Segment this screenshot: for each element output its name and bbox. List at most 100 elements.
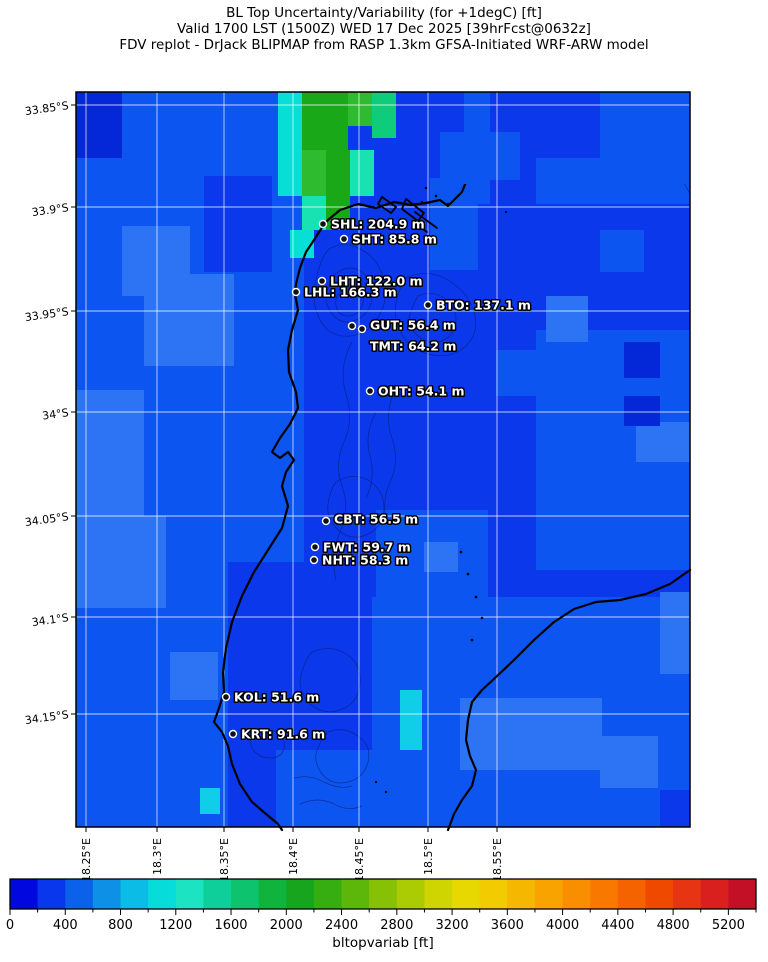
station-fwt: FWT: 59.7 m bbox=[310, 538, 412, 556]
field-cell bbox=[276, 750, 398, 827]
map-frame bbox=[75, 91, 691, 828]
station-dot bbox=[221, 692, 231, 702]
field-cell bbox=[278, 150, 302, 196]
station-lht: LHT: 122.0 m bbox=[317, 272, 424, 290]
station-sht: SHT: 85.8 m bbox=[339, 230, 438, 248]
field-cell bbox=[76, 92, 122, 158]
colorbar-segment bbox=[258, 879, 287, 909]
lat-lon-graticule bbox=[76, 92, 690, 827]
colorbar-segment bbox=[37, 879, 66, 909]
colorbar-segment bbox=[369, 879, 398, 909]
station-label: LHT: 122.0 m bbox=[330, 274, 423, 289]
station-shl: SHL: 204.9 m bbox=[318, 215, 426, 233]
field-cell bbox=[302, 92, 348, 150]
colorbar: 0 400 800 1200 1600 2000 2400 2800 3200 3600 4000 4… bbox=[6, 878, 757, 933]
x-tick-label: 18.25°E bbox=[80, 838, 93, 882]
x-tick-label: 18.35°E bbox=[218, 838, 231, 882]
field-cell bbox=[200, 788, 220, 814]
y-tick-label: 34°S bbox=[41, 406, 69, 423]
colorbar-segment bbox=[479, 879, 508, 909]
field-cell bbox=[350, 150, 374, 196]
field-cell bbox=[76, 516, 166, 608]
field-cell bbox=[302, 150, 326, 196]
station-oht: OHT: 54.1 m bbox=[365, 382, 466, 400]
y-tick-label: 33.95°S bbox=[24, 305, 69, 324]
field-cell bbox=[624, 396, 660, 426]
station-dot bbox=[309, 555, 319, 565]
station-label: TMT: 64.2 m bbox=[370, 339, 456, 354]
station-label: NHT: 58.3 m bbox=[322, 553, 408, 568]
colorbar-segment bbox=[507, 879, 536, 909]
y-tick-label: 34.15°S bbox=[24, 708, 69, 727]
field-cell bbox=[400, 690, 422, 750]
station-dot bbox=[347, 321, 357, 331]
field-cell bbox=[144, 274, 234, 366]
y-tick-label: 34.1°S bbox=[31, 611, 69, 629]
colorbar-segment bbox=[341, 879, 370, 909]
station-dot bbox=[321, 516, 331, 526]
x-tick-label: 18.4°E bbox=[287, 838, 300, 875]
station-label: SHL: 204.9 m bbox=[331, 217, 425, 232]
station-dot bbox=[291, 287, 301, 297]
station-label: SHT: 85.8 m bbox=[352, 232, 437, 247]
colorbar-tick-label: 4400 bbox=[601, 918, 634, 933]
field-cell bbox=[600, 230, 644, 272]
field-cell bbox=[636, 422, 690, 462]
colorbar-segment bbox=[10, 879, 39, 909]
colorbar-tick-label: 3200 bbox=[436, 918, 469, 933]
colorbar-segment bbox=[286, 879, 315, 909]
field-cell bbox=[660, 592, 690, 674]
station-label: FWT: 59.7 m bbox=[323, 540, 411, 555]
colorbar-tick-label: 2800 bbox=[380, 918, 413, 933]
colorbar-segment bbox=[92, 879, 122, 909]
station-nht: NHT: 58.3 m bbox=[309, 551, 410, 569]
station-lhl: LHL: 166.3 m bbox=[291, 283, 398, 301]
field-cell bbox=[348, 92, 372, 126]
colorbar-segment bbox=[396, 879, 425, 909]
station-label: GUT: 56.4 m bbox=[370, 318, 456, 333]
coastline bbox=[212, 184, 692, 832]
station-kol: KOL: 51.6 m bbox=[221, 688, 321, 706]
field-cell bbox=[204, 176, 272, 272]
x-tick-label: 18.3°E bbox=[151, 838, 164, 875]
station-label: OHT: 54.1 m bbox=[378, 384, 465, 399]
colorbar-tick-label: 0 bbox=[6, 918, 14, 933]
station-dot bbox=[339, 234, 349, 244]
field-cell bbox=[460, 698, 602, 770]
station-dot bbox=[423, 300, 433, 310]
field-cell bbox=[430, 178, 478, 270]
field-cell bbox=[440, 132, 520, 180]
map-axes: 18.25°E 18.3°E 18.35°E 18.4°E 18.45°E 18.5°E 1… bbox=[24, 99, 504, 882]
title-line-1: BL Top Uncertainty/Variability (for +1de… bbox=[226, 5, 542, 21]
station-label: CBT: 56.5 m bbox=[334, 512, 418, 527]
colorbar-segment bbox=[231, 879, 260, 909]
station-label: KOL: 51.6 m bbox=[234, 690, 319, 705]
colorbar-tick-label: 1200 bbox=[159, 918, 192, 933]
colorbar-segment bbox=[673, 879, 702, 909]
station-dot bbox=[228, 729, 238, 739]
colorbar-segment bbox=[700, 879, 729, 909]
x-tick-label: 18.5°E bbox=[422, 838, 435, 875]
figure-title-block: BL Top Uncertainty/Variability (for +1de… bbox=[0, 5, 768, 53]
field-cell bbox=[76, 390, 144, 528]
colorbar-segment bbox=[148, 879, 177, 909]
field-cell bbox=[546, 296, 588, 342]
station-gut: GUT: 56.4 m bbox=[357, 316, 457, 334]
field-cell bbox=[326, 150, 350, 196]
field-cell bbox=[424, 542, 458, 572]
field-cell bbox=[624, 342, 660, 378]
colorbar-tick-label: 4000 bbox=[546, 918, 579, 933]
colorbar-tick-label: 5200 bbox=[712, 918, 745, 933]
y-tick-label: 33.9°S bbox=[31, 201, 69, 219]
field-cell bbox=[496, 350, 542, 396]
colorbar-segment bbox=[313, 879, 343, 909]
field-cell bbox=[278, 92, 302, 150]
y-tick-label: 33.85°S bbox=[24, 99, 69, 118]
colorbar-segment bbox=[120, 879, 149, 909]
colorbar-tick-label: 400 bbox=[53, 918, 78, 933]
field-cell bbox=[536, 158, 602, 204]
colorbar-segment bbox=[617, 879, 646, 909]
